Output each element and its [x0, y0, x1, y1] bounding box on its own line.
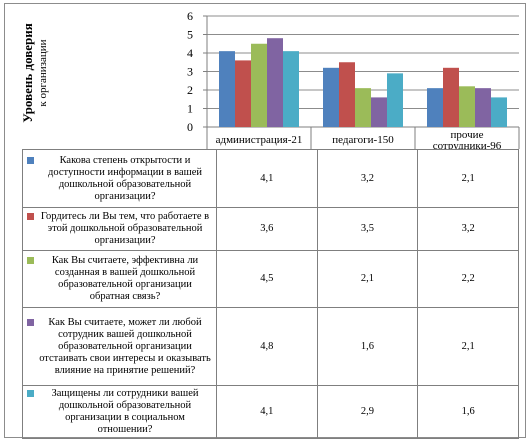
legend-key: [27, 257, 34, 264]
legend-key: [27, 213, 34, 220]
data-label: 1,6: [316, 307, 419, 386]
data-label: 2,2: [417, 250, 519, 308]
bar: [323, 67, 339, 127]
series-name: Как Вы считаете, может ли любой сотрудни…: [39, 316, 211, 376]
legend-key: [27, 156, 34, 164]
series-name: Гордитесь ли Вы тем, что работаете в это…: [40, 211, 210, 246]
data-label: 3,2: [316, 149, 419, 208]
series-name: Какова степень открытости и доступности …: [48, 154, 202, 202]
data-label: 4,1: [216, 149, 318, 208]
y-tick-label: 3: [187, 65, 193, 79]
table-row: Какова степень открытости и доступности …: [22, 149, 519, 208]
x-tick-label: прочие: [451, 129, 484, 141]
legend-entry: Защищены ли сотрудники вашей дошкольной …: [22, 385, 217, 439]
bar: [283, 51, 299, 127]
y-axis-title-line1: Уровень доверия: [20, 23, 35, 123]
bar: [355, 88, 371, 127]
table-row: Как Вы считаете, эффективна ли созданная…: [22, 250, 519, 308]
y-tick-label: 5: [187, 28, 193, 42]
y-tick-label: 6: [187, 9, 193, 23]
bar: [219, 51, 235, 127]
data-label: 3,6: [216, 207, 318, 251]
legend-key: [27, 318, 34, 326]
legend-entry: Как Вы считаете, эффективна ли созданная…: [22, 250, 217, 308]
data-table: Какова степень открытости и доступности …: [22, 149, 519, 439]
data-label: 3,5: [316, 207, 419, 251]
data-label: 3,2: [417, 207, 519, 251]
bar: [267, 38, 283, 128]
bar: [475, 88, 491, 127]
bar: [235, 60, 251, 127]
legend-entry: Как Вы считаете, может ли любой сотрудни…: [22, 307, 217, 386]
legend-entry: Какова степень открытости и доступности …: [22, 149, 217, 208]
data-label: 4,1: [216, 385, 318, 439]
series-name: Как Вы считаете, эффективна ли созданная…: [51, 255, 199, 302]
data-label: 2,1: [316, 250, 419, 308]
x-tick-label: педагоги-150: [332, 134, 394, 146]
bar: [459, 86, 475, 127]
y-axis-title: Уровень доверия к организации: [10, 8, 52, 138]
bar: [491, 97, 507, 127]
y-tick-label: 4: [187, 46, 193, 60]
series-name: Защищены ли сотрудники вашей дошкольной …: [51, 388, 199, 435]
table-row: Защищены ли сотрудники вашей дошкольной …: [22, 385, 519, 439]
data-label: 4,8: [216, 307, 318, 386]
bar: [339, 62, 355, 127]
table-row: Гордитесь ли Вы тем, что работаете в это…: [22, 207, 519, 251]
bar: [427, 88, 443, 127]
data-label: 1,6: [417, 385, 519, 439]
legend-key: [27, 390, 34, 397]
bar: [371, 97, 387, 127]
x-tick-label: администрация-21: [216, 134, 303, 146]
bar-chart: 0 1 2 3 4 5 6 администрация-21 педагоги-150 прочи…: [187, 9, 520, 150]
y-axis-title-line2: к организации: [37, 39, 49, 106]
data-label: 4,5: [216, 250, 318, 308]
data-label: 2,9: [316, 385, 419, 439]
bar: [251, 43, 267, 127]
data-label: 2,1: [417, 307, 519, 386]
y-tick-label: 1: [187, 102, 193, 116]
y-tick-label: 2: [187, 83, 193, 97]
table-row: Как Вы считаете, может ли любой сотрудни…: [22, 307, 519, 386]
x-tick-label: сотрудники-96: [433, 140, 502, 150]
y-tick-label: 0: [187, 120, 193, 134]
bar: [443, 67, 459, 127]
data-label: 2,1: [417, 149, 519, 208]
bar: [387, 73, 403, 127]
legend-entry: Гордитесь ли Вы тем, что работаете в это…: [22, 207, 217, 251]
